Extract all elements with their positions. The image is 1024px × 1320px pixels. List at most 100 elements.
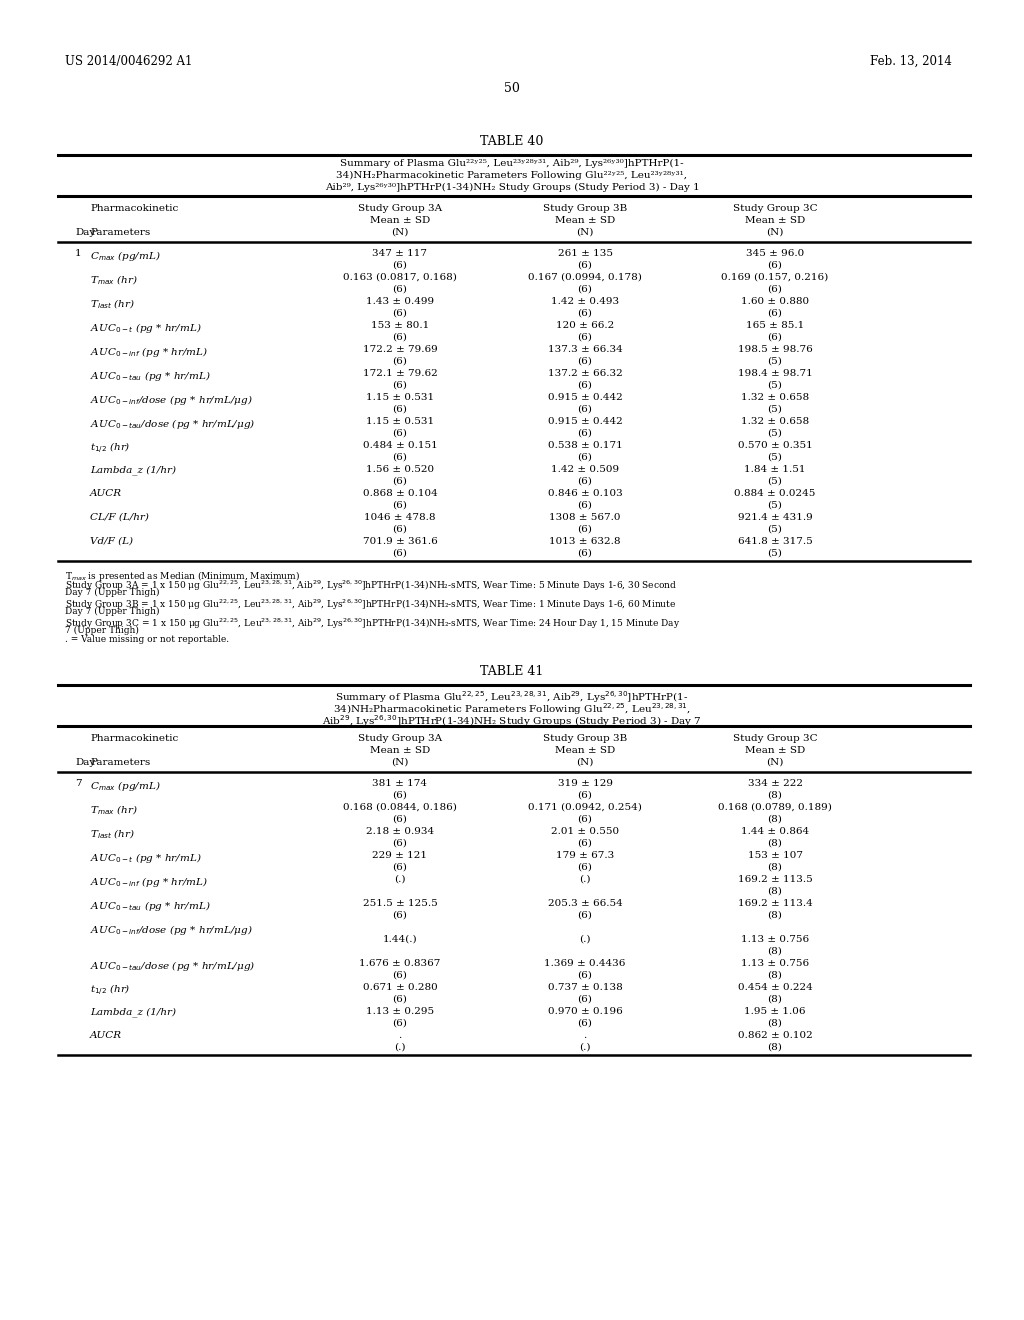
Text: 0.169 (0.157, 0.216): 0.169 (0.157, 0.216) bbox=[721, 273, 828, 282]
Text: Day: Day bbox=[75, 228, 95, 238]
Text: (6): (6) bbox=[392, 840, 408, 847]
Text: (5): (5) bbox=[768, 405, 782, 414]
Text: (.): (.) bbox=[580, 1043, 591, 1052]
Text: 1046 ± 478.8: 1046 ± 478.8 bbox=[365, 513, 436, 521]
Text: 1308 ± 567.0: 1308 ± 567.0 bbox=[549, 513, 621, 521]
Text: (5): (5) bbox=[768, 549, 782, 558]
Text: AUC$_{0-tau}$/dose (pg * hr/mL/μg): AUC$_{0-tau}$/dose (pg * hr/mL/μg) bbox=[90, 960, 255, 973]
Text: 0.737 ± 0.138: 0.737 ± 0.138 bbox=[548, 983, 623, 993]
Text: 0.570 ± 0.351: 0.570 ± 0.351 bbox=[737, 441, 812, 450]
Text: 381 ± 174: 381 ± 174 bbox=[373, 779, 427, 788]
Text: (8): (8) bbox=[768, 863, 782, 873]
Text: Aib$^{29}$, Lys$^{26,30}$]hPTHrP(1-34)NH₂ Study Groups (Study Period 3) - Day 7: Aib$^{29}$, Lys$^{26,30}$]hPTHrP(1-34)NH… bbox=[323, 713, 701, 729]
Text: 7 (Upper Thigh): 7 (Upper Thigh) bbox=[65, 626, 139, 635]
Text: (6): (6) bbox=[578, 1019, 593, 1028]
Text: 1.84 ± 1.51: 1.84 ± 1.51 bbox=[744, 465, 806, 474]
Text: t$_{1/2}$ (hr): t$_{1/2}$ (hr) bbox=[90, 441, 131, 457]
Text: 7: 7 bbox=[75, 779, 82, 788]
Text: 319 ± 129: 319 ± 129 bbox=[557, 779, 612, 788]
Text: (.): (.) bbox=[580, 875, 591, 884]
Text: 1.32 ± 0.658: 1.32 ± 0.658 bbox=[741, 417, 809, 426]
Text: T$_{max}$ (hr): T$_{max}$ (hr) bbox=[90, 803, 137, 817]
Text: Study Group 3A = 1 x 150 μg Glu$^{22,25}$, Leu$^{23,28,31}$, Aib$^{29}$, Lys$^{2: Study Group 3A = 1 x 150 μg Glu$^{22,25}… bbox=[65, 578, 677, 593]
Text: (5): (5) bbox=[768, 356, 782, 366]
Text: 0.163 (0.0817, 0.168): 0.163 (0.0817, 0.168) bbox=[343, 273, 457, 282]
Text: (6): (6) bbox=[578, 381, 593, 389]
Text: . = Value missing or not reportable.: . = Value missing or not reportable. bbox=[65, 635, 229, 644]
Text: (8): (8) bbox=[768, 972, 782, 979]
Text: (8): (8) bbox=[768, 887, 782, 896]
Text: 1.369 ± 0.4436: 1.369 ± 0.4436 bbox=[545, 960, 626, 968]
Text: 1.43 ± 0.499: 1.43 ± 0.499 bbox=[366, 297, 434, 306]
Text: T$_{max}$ is presented as Median (Minimum, Maximum): T$_{max}$ is presented as Median (Minimu… bbox=[65, 569, 300, 583]
Text: (6): (6) bbox=[578, 840, 593, 847]
Text: Mean ± SD: Mean ± SD bbox=[555, 746, 615, 755]
Text: (8): (8) bbox=[768, 1043, 782, 1052]
Text: AUC$_{0-t}$ (pg * hr/mL): AUC$_{0-t}$ (pg * hr/mL) bbox=[90, 321, 202, 335]
Text: AUC$_{0-inf}$ (pg * hr/mL): AUC$_{0-inf}$ (pg * hr/mL) bbox=[90, 345, 208, 359]
Text: 50: 50 bbox=[504, 82, 520, 95]
Text: Lambda_z (1/hr): Lambda_z (1/hr) bbox=[90, 1007, 176, 1016]
Text: Aib²⁹, Lys²⁶ʸ³⁰]hPTHrP(1-34)NH₂ Study Groups (Study Period 3) - Day 1: Aib²⁹, Lys²⁶ʸ³⁰]hPTHrP(1-34)NH₂ Study Gr… bbox=[325, 183, 699, 193]
Text: (6): (6) bbox=[392, 356, 408, 366]
Text: (6): (6) bbox=[392, 972, 408, 979]
Text: Pharmacokinetic: Pharmacokinetic bbox=[90, 205, 178, 213]
Text: Parameters: Parameters bbox=[90, 758, 151, 767]
Text: US 2014/0046292 A1: US 2014/0046292 A1 bbox=[65, 55, 193, 69]
Text: 0.168 (0.0844, 0.186): 0.168 (0.0844, 0.186) bbox=[343, 803, 457, 812]
Text: 1.32 ± 0.658: 1.32 ± 0.658 bbox=[741, 393, 809, 403]
Text: (.): (.) bbox=[580, 935, 591, 944]
Text: (8): (8) bbox=[768, 1019, 782, 1028]
Text: (6): (6) bbox=[578, 309, 593, 318]
Text: T$_{last}$ (hr): T$_{last}$ (hr) bbox=[90, 297, 135, 310]
Text: Day 7 (Upper Thigh): Day 7 (Upper Thigh) bbox=[65, 587, 160, 597]
Text: Summary of Plasma Glu$^{22,25}$, Leu$^{23,28,31}$, Aib$^{29}$, Lys$^{26,30}$]hPT: Summary of Plasma Glu$^{22,25}$, Leu$^{2… bbox=[336, 689, 688, 705]
Text: 0.167 (0.0994, 0.178): 0.167 (0.0994, 0.178) bbox=[528, 273, 642, 282]
Text: (6): (6) bbox=[392, 863, 408, 873]
Text: 1.15 ± 0.531: 1.15 ± 0.531 bbox=[366, 393, 434, 403]
Text: Pharmacokinetic: Pharmacokinetic bbox=[90, 734, 178, 743]
Text: Study Group 3C: Study Group 3C bbox=[733, 734, 817, 743]
Text: 921.4 ± 431.9: 921.4 ± 431.9 bbox=[737, 513, 812, 521]
Text: (5): (5) bbox=[768, 477, 782, 486]
Text: (5): (5) bbox=[768, 453, 782, 462]
Text: 0.862 ± 0.102: 0.862 ± 0.102 bbox=[737, 1031, 812, 1040]
Text: Mean ± SD: Mean ± SD bbox=[744, 746, 805, 755]
Text: (6): (6) bbox=[578, 405, 593, 414]
Text: (6): (6) bbox=[578, 261, 593, 271]
Text: 1.44(.): 1.44(.) bbox=[383, 935, 418, 944]
Text: (6): (6) bbox=[392, 285, 408, 294]
Text: (8): (8) bbox=[768, 995, 782, 1005]
Text: (6): (6) bbox=[392, 309, 408, 318]
Text: 261 ± 135: 261 ± 135 bbox=[557, 249, 612, 257]
Text: (6): (6) bbox=[392, 1019, 408, 1028]
Text: (6): (6) bbox=[392, 261, 408, 271]
Text: TABLE 41: TABLE 41 bbox=[480, 665, 544, 678]
Text: (5): (5) bbox=[768, 429, 782, 438]
Text: 137.2 ± 66.32: 137.2 ± 66.32 bbox=[548, 370, 623, 378]
Text: (6): (6) bbox=[392, 791, 408, 800]
Text: (6): (6) bbox=[578, 549, 593, 558]
Text: Study Group 3B = 1 x 150 μg Glu$^{22,25}$, Leu$^{23,28,31}$, Aib$^{29}$, Lys$^{2: Study Group 3B = 1 x 150 μg Glu$^{22,25}… bbox=[65, 598, 676, 612]
Text: (6): (6) bbox=[768, 261, 782, 271]
Text: 1.60 ± 0.880: 1.60 ± 0.880 bbox=[741, 297, 809, 306]
Text: 0.915 ± 0.442: 0.915 ± 0.442 bbox=[548, 417, 623, 426]
Text: 0.671 ± 0.280: 0.671 ± 0.280 bbox=[362, 983, 437, 993]
Text: 2.01 ± 0.550: 2.01 ± 0.550 bbox=[551, 828, 620, 836]
Text: (6): (6) bbox=[392, 477, 408, 486]
Text: Mean ± SD: Mean ± SD bbox=[744, 216, 805, 224]
Text: 345 ± 96.0: 345 ± 96.0 bbox=[745, 249, 804, 257]
Text: 169.2 ± 113.4: 169.2 ± 113.4 bbox=[737, 899, 812, 908]
Text: 0.868 ± 0.104: 0.868 ± 0.104 bbox=[362, 488, 437, 498]
Text: 0.538 ± 0.171: 0.538 ± 0.171 bbox=[548, 441, 623, 450]
Text: (N): (N) bbox=[766, 758, 783, 767]
Text: (6): (6) bbox=[578, 791, 593, 800]
Text: Study Group 3C: Study Group 3C bbox=[733, 205, 817, 213]
Text: (8): (8) bbox=[768, 814, 782, 824]
Text: (N): (N) bbox=[577, 228, 594, 238]
Text: 34)NH₂Pharmacokinetic Parameters Following Glu²²ʸ²⁵, Leu²³ʸ²⁸ʸ³¹,: 34)NH₂Pharmacokinetic Parameters Followi… bbox=[337, 172, 687, 180]
Text: Parameters: Parameters bbox=[90, 228, 151, 238]
Text: 1.13 ± 0.756: 1.13 ± 0.756 bbox=[741, 935, 809, 944]
Text: (6): (6) bbox=[392, 502, 408, 510]
Text: AUC$_{0-inf}$ (pg * hr/mL): AUC$_{0-inf}$ (pg * hr/mL) bbox=[90, 875, 208, 888]
